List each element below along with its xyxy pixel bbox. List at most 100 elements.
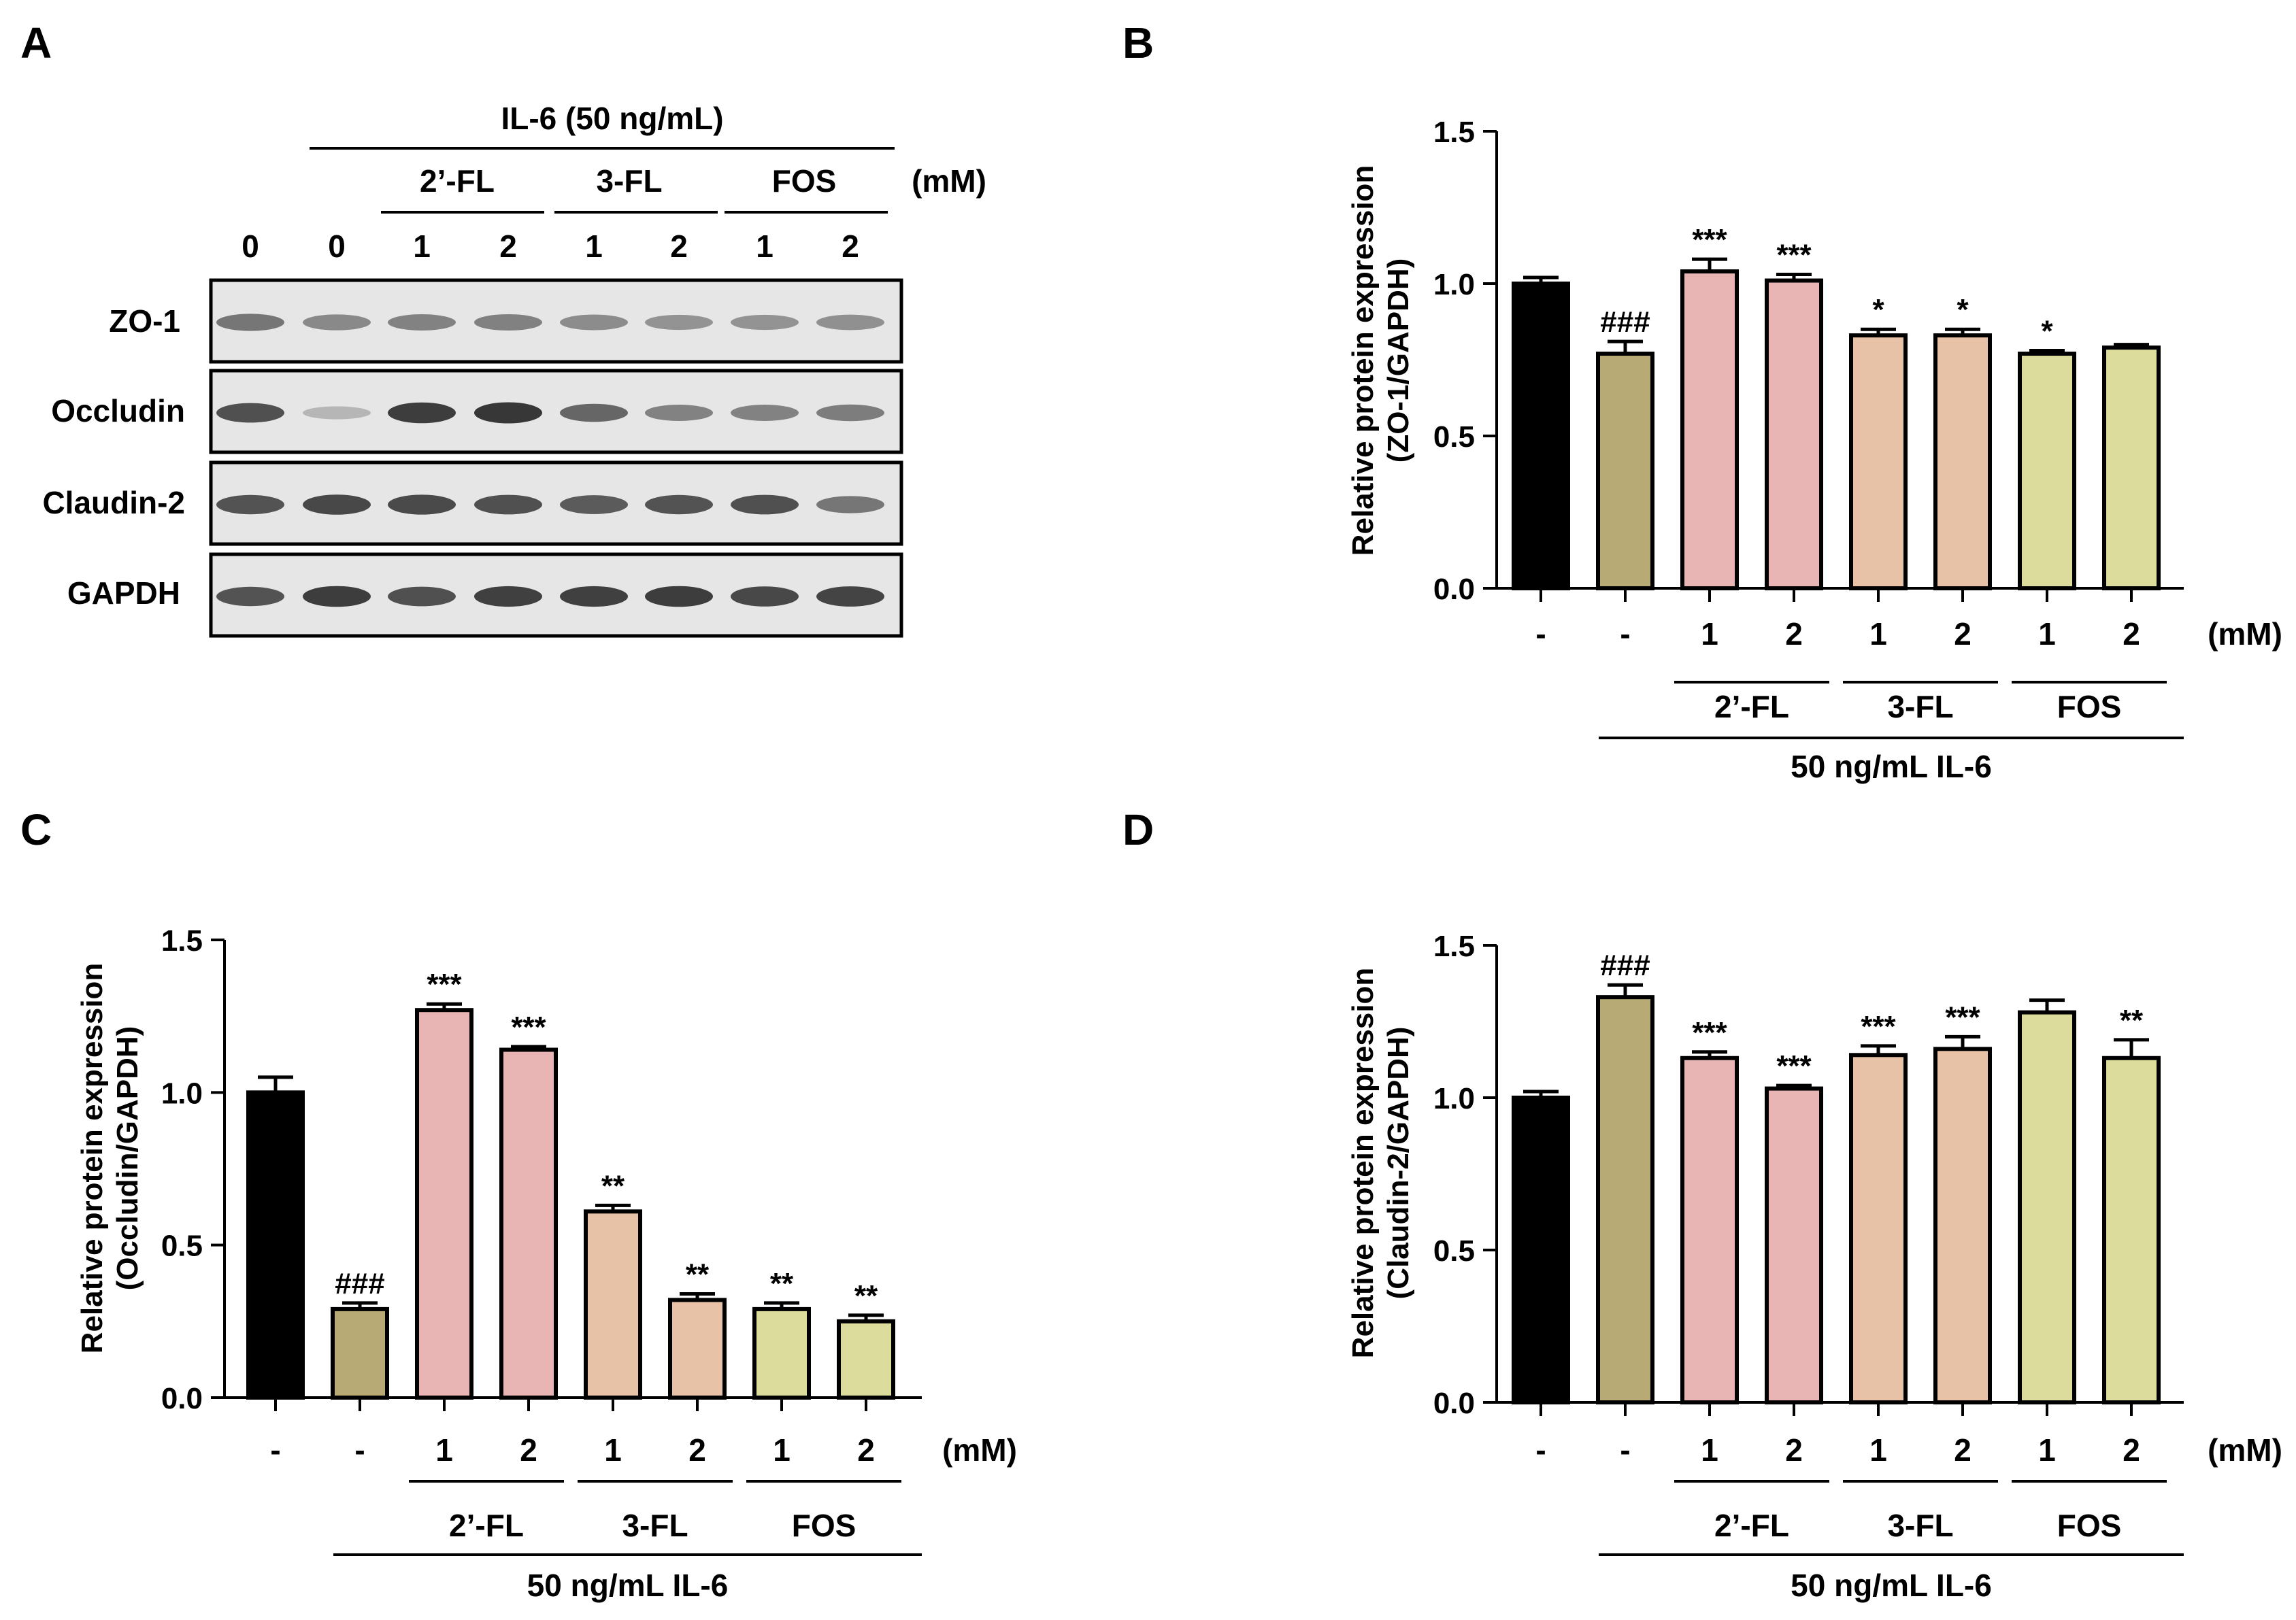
x-tick-label: - [1620, 616, 1630, 652]
blot-band [560, 314, 628, 331]
treatment-label: 50 ng/mL IL-6 [1791, 1568, 1992, 1603]
bar [2018, 1010, 2076, 1405]
blot-band [303, 314, 371, 331]
significance-label: ** [770, 1267, 794, 1300]
lane-labels: 0 0 1 2 1 2 1 2 [242, 229, 859, 264]
lane-label: 2 [499, 229, 517, 264]
bar [1512, 1096, 1570, 1404]
bar [1933, 1047, 1992, 1404]
bar [837, 1319, 895, 1400]
group-label: 3-FL [622, 1508, 688, 1543]
y-axis-label: Relative protein expression [1346, 165, 1380, 556]
panel-c-letter: C [20, 805, 52, 854]
blot-band [388, 494, 456, 515]
bar [1512, 282, 1570, 590]
treatment-label: 50 ng/mL IL-6 [1791, 749, 1992, 784]
y-tick-label: 0.0 [161, 1382, 203, 1415]
blot-band [645, 586, 713, 607]
bar [1680, 269, 1739, 590]
blot-band [474, 314, 542, 331]
y-axis-label: Relative protein expression [76, 963, 109, 1354]
unit-label: (mM) [2208, 616, 2282, 652]
y-tick-label: 0.5 [161, 1230, 203, 1263]
significance-label: ### [1600, 305, 1650, 339]
blot-band [388, 586, 456, 607]
significance-label: *** [1861, 1010, 1896, 1043]
significance-label: *** [1692, 1016, 1727, 1049]
bar [246, 1090, 305, 1400]
blot-band [560, 495, 628, 514]
x-tick-label: 1 [1869, 616, 1887, 652]
bar [415, 1008, 473, 1400]
bar [2102, 1056, 2161, 1404]
blot-label-zo1: ZO-1 [109, 303, 180, 339]
panel-b-letter: B [1122, 18, 1154, 67]
blot-band [303, 406, 371, 420]
treatment-label: 50 ng/mL IL-6 [527, 1568, 729, 1603]
bar [499, 1047, 558, 1400]
y-axis-label-sub: (Occludin/GAPDH) [111, 1026, 144, 1291]
blot-band [645, 494, 713, 515]
bar [752, 1306, 811, 1400]
plot-area: 0.0 0.5 1.0 1.5 - ### - *** 1 *** 2 *** 1 *** 2 1 ** 2 (mM… [1433, 930, 2282, 1603]
group-label: FOS [2057, 1508, 2122, 1543]
panel-b: B Relative protein expression (ZO-1/GAPD… [1122, 18, 2282, 784]
x-tick-label: 2 [1954, 1432, 1971, 1468]
x-tick-label: 1 [1701, 616, 1718, 652]
unit-label: (mM) [912, 163, 986, 199]
blot-band [216, 494, 284, 515]
blot-strips [209, 278, 903, 638]
lane-label: 1 [756, 229, 773, 264]
blot-band [216, 314, 284, 331]
blot-band [216, 403, 284, 423]
blot-band [731, 586, 799, 607]
y-tick-label: 1.5 [1433, 116, 1475, 149]
significance-label: ### [335, 1267, 384, 1300]
plot-area: 0.0 0.5 1.0 1.5 - ### - *** 1 *** 2 * 1 * 2 * 1 2 (mM) 2’-F… [1433, 116, 2282, 784]
significance-label: * [1872, 293, 1884, 326]
blot-strip [209, 460, 903, 546]
lane-label: 0 [328, 229, 346, 264]
bar [2018, 352, 2076, 590]
blot-label-occludin: Occludin [51, 393, 185, 428]
significance-label: *** [1776, 1049, 1812, 1083]
group-label: FOS [792, 1508, 856, 1543]
x-tick-label: 1 [1701, 1432, 1718, 1468]
x-tick-label: 2 [1785, 616, 1803, 652]
y-tick-label: 0.0 [1433, 573, 1475, 606]
panel-d-letter: D [1122, 805, 1154, 854]
lane-label: 2 [670, 229, 688, 264]
bar [331, 1306, 389, 1400]
significance-label: *** [1692, 223, 1727, 256]
blot-band [388, 402, 456, 424]
lane-label: 2 [842, 229, 859, 264]
significance-label: ** [2120, 1004, 2144, 1037]
blot-band [731, 314, 799, 331]
bar [1765, 1086, 1823, 1405]
x-tick-label: - [270, 1432, 280, 1468]
x-tick-label: - [1535, 1432, 1546, 1468]
y-tick-label: 1.5 [161, 924, 203, 958]
blot-band [474, 494, 542, 515]
lane-label: 1 [585, 229, 603, 264]
significance-label: *** [427, 968, 462, 1001]
bar [2102, 345, 2161, 590]
x-tick-label: 2 [857, 1432, 875, 1468]
x-tick-label: - [1535, 616, 1546, 652]
bar [1680, 1056, 1739, 1404]
significance-label: * [2041, 315, 2053, 348]
bar [1765, 278, 1823, 590]
panel-a: A IL-6 (50 ng/mL) 2’-FL 3-FL FOS (mM) 0 … [20, 18, 986, 638]
unit-label: (mM) [2208, 1432, 2282, 1468]
blot-band [645, 314, 713, 331]
significance-label: ** [854, 1279, 878, 1313]
blot-strip [209, 369, 903, 454]
x-tick-label: 1 [2038, 1432, 2056, 1468]
x-tick-label: 2 [688, 1432, 706, 1468]
x-tick-label: - [354, 1432, 365, 1468]
plot-area: 0.0 0.5 1.0 1.5 - ### - *** 1 *** 2 ** 1 ** 2 ** 1 ** 2 (mM… [161, 924, 1017, 1603]
bar [584, 1209, 642, 1400]
il6-treatment-label: IL-6 (50 ng/mL) [501, 101, 723, 136]
y-tick-label: 0.5 [1433, 1234, 1475, 1268]
